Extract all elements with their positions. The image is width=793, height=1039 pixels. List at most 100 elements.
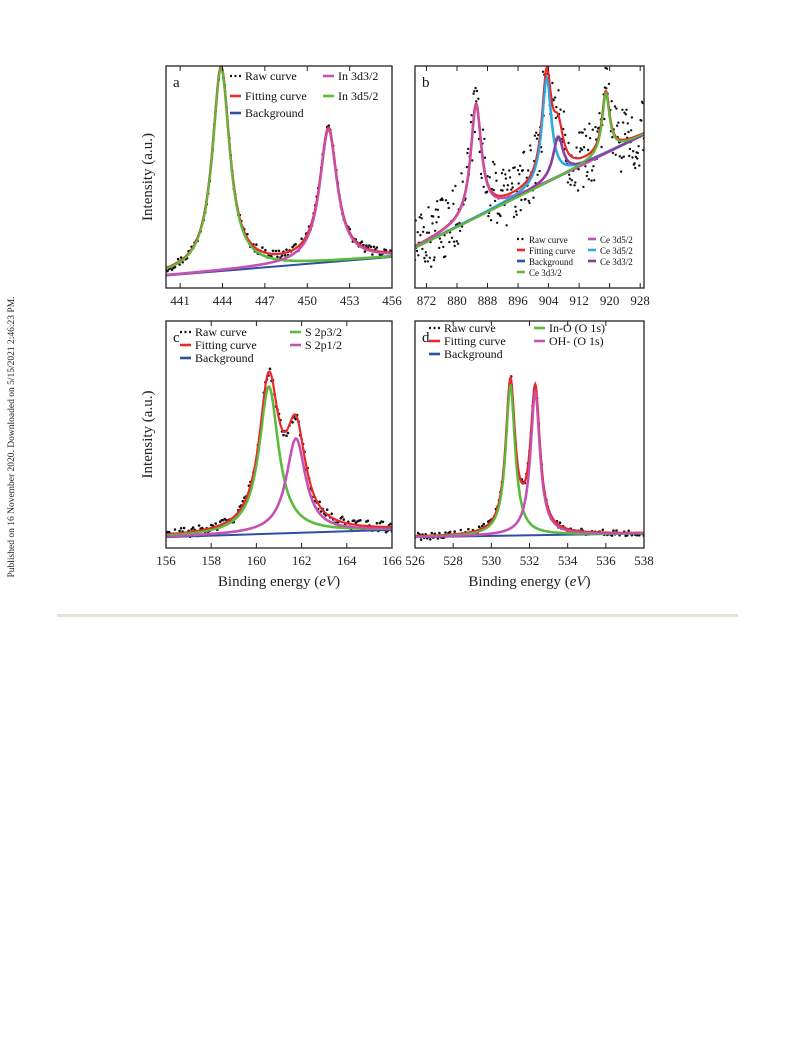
raw-point bbox=[483, 156, 487, 159]
raw-point bbox=[567, 141, 570, 145]
raw-point bbox=[633, 162, 636, 165]
x-tick-label: 160 bbox=[247, 553, 267, 568]
raw-point bbox=[486, 175, 489, 178]
raw-point bbox=[453, 530, 457, 533]
raw-point bbox=[612, 529, 615, 532]
raw-point bbox=[453, 244, 456, 248]
raw-point bbox=[588, 137, 592, 140]
raw-point bbox=[277, 249, 281, 253]
raw-point bbox=[522, 150, 526, 153]
raw-point bbox=[481, 128, 485, 131]
raw-point bbox=[580, 148, 584, 151]
raw-point bbox=[637, 145, 640, 148]
raw-point bbox=[630, 129, 633, 132]
raw-point bbox=[482, 522, 486, 526]
raw-point bbox=[371, 253, 374, 256]
raw-point bbox=[261, 246, 264, 249]
raw-point bbox=[485, 190, 489, 193]
raw-point bbox=[573, 184, 576, 187]
raw-point bbox=[545, 62, 547, 64]
raw-point bbox=[438, 246, 441, 250]
raw-point bbox=[182, 526, 186, 530]
raw-point bbox=[375, 246, 379, 249]
raw-point bbox=[601, 528, 605, 532]
legend-label: Raw curve bbox=[195, 325, 247, 339]
raw-point bbox=[426, 260, 429, 263]
component-peak-overlay-2 bbox=[166, 437, 392, 538]
raw-point bbox=[627, 529, 630, 533]
raw-point bbox=[628, 154, 631, 158]
raw-point bbox=[636, 151, 640, 155]
panel-letter: a bbox=[173, 75, 180, 91]
raw-point bbox=[535, 131, 538, 134]
raw-point bbox=[625, 108, 628, 112]
raw-point bbox=[461, 180, 464, 183]
raw-point bbox=[363, 250, 367, 253]
raw-point bbox=[375, 521, 379, 525]
raw-point bbox=[559, 108, 562, 111]
raw-point bbox=[291, 421, 294, 424]
raw-point bbox=[546, 63, 548, 65]
raw-point bbox=[527, 169, 530, 172]
raw-point bbox=[577, 168, 580, 171]
raw-point bbox=[631, 156, 634, 159]
x-tick-label: 162 bbox=[292, 553, 312, 568]
raw-point bbox=[419, 234, 422, 237]
raw-point bbox=[529, 144, 532, 147]
x-tick-label: 441 bbox=[170, 293, 190, 308]
raw-point bbox=[458, 229, 462, 233]
raw-point bbox=[432, 259, 436, 262]
raw-point bbox=[474, 86, 477, 90]
raw-point bbox=[489, 219, 493, 222]
raw-point bbox=[505, 224, 508, 227]
raw-point bbox=[487, 214, 490, 218]
raw-point bbox=[580, 527, 583, 531]
raw-point bbox=[482, 185, 485, 189]
raw-point bbox=[341, 515, 344, 519]
raw-point bbox=[640, 119, 643, 122]
raw-point bbox=[615, 124, 619, 127]
raw-point bbox=[517, 182, 520, 185]
raw-point bbox=[558, 521, 562, 524]
raw-point bbox=[623, 132, 627, 136]
raw-point bbox=[472, 92, 475, 95]
raw-point bbox=[452, 202, 455, 206]
legend-label: Raw curve bbox=[529, 235, 568, 245]
legend-label: Background bbox=[245, 106, 304, 120]
raw-point bbox=[280, 254, 284, 257]
component-peak-1 bbox=[166, 385, 392, 537]
raw-point bbox=[283, 254, 287, 257]
x-tick-label: 920 bbox=[600, 293, 620, 308]
raw-point bbox=[590, 169, 594, 172]
legend-label: OH- (O 1s) bbox=[549, 334, 604, 348]
raw-point bbox=[381, 520, 385, 524]
raw-point bbox=[178, 529, 181, 533]
legend-label: S 2p3/2 bbox=[305, 325, 342, 339]
raw-point bbox=[586, 148, 590, 152]
raw-point bbox=[479, 172, 483, 176]
raw-point bbox=[502, 168, 505, 171]
raw-point bbox=[632, 150, 635, 153]
raw-point bbox=[444, 199, 448, 202]
raw-point bbox=[575, 146, 578, 149]
x-tick-label: 880 bbox=[447, 293, 467, 308]
raw-point bbox=[624, 113, 627, 116]
raw-point bbox=[427, 231, 431, 234]
raw-point bbox=[466, 151, 469, 155]
raw-point bbox=[493, 163, 496, 166]
raw-point bbox=[493, 199, 497, 203]
panel-b: 872 880 888 896 904 912 920 928 b Raw curveFittin… bbox=[414, 62, 650, 308]
raw-point bbox=[480, 524, 484, 528]
raw-point bbox=[603, 117, 606, 121]
legend-label: Fitting curve bbox=[444, 334, 506, 348]
raw-point bbox=[515, 213, 518, 216]
raw-point bbox=[430, 265, 433, 268]
raw-point bbox=[264, 248, 267, 252]
raw-point bbox=[366, 519, 370, 523]
raw-point bbox=[255, 243, 258, 246]
x-tick-label: 928 bbox=[630, 293, 650, 308]
raw-point bbox=[492, 188, 495, 192]
raw-point bbox=[607, 82, 611, 86]
raw-point bbox=[432, 215, 435, 218]
